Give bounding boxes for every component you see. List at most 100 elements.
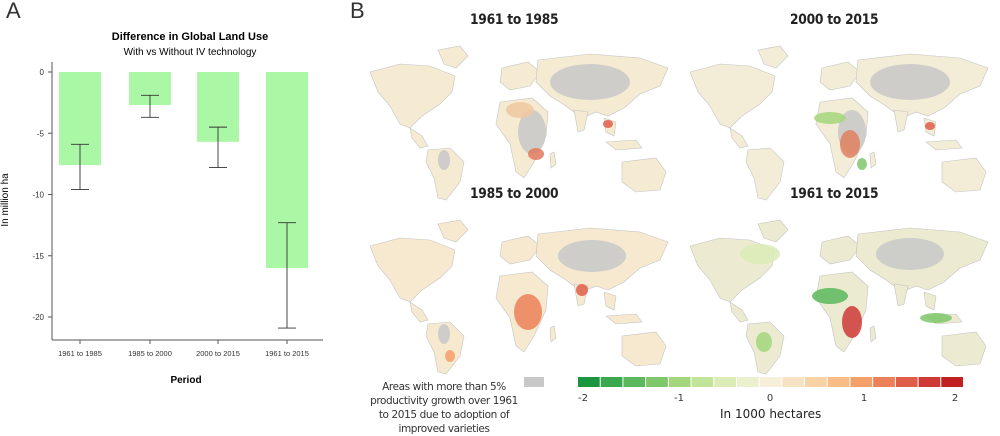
map-hotspot	[740, 244, 780, 264]
map-hotspot	[550, 64, 630, 100]
map-hotspot	[814, 112, 846, 124]
map-region	[369, 237, 456, 303]
map-region	[729, 127, 749, 149]
legend-color-cell	[600, 377, 623, 387]
map-hotspot	[756, 332, 772, 352]
map-region	[819, 235, 861, 265]
legend-tick-label: 1	[861, 393, 867, 404]
map-region	[605, 313, 643, 325]
map-region	[425, 321, 465, 375]
x-tick-label: 2000 to 2015	[196, 349, 240, 358]
y-tick-label: -5	[37, 129, 45, 138]
y-axis-label: In million ha	[0, 173, 11, 227]
map-hotspot	[506, 102, 534, 118]
world-map	[369, 219, 669, 375]
legend-gray-swatch	[524, 377, 544, 387]
map-hotspot	[576, 284, 588, 296]
map-region	[499, 235, 541, 265]
legend-color-cell	[668, 377, 691, 387]
x-axis-label: Period	[170, 375, 201, 386]
y-tick-label: -10	[32, 191, 44, 200]
map-region	[549, 151, 557, 169]
panel-a-label: A	[6, 0, 21, 23]
y-tick-label: -20	[32, 313, 44, 322]
chart-subtitle: With vs Without IV technology	[124, 47, 257, 58]
map-hotspot	[925, 122, 935, 130]
legend-color-cell	[578, 377, 600, 387]
map-region	[923, 291, 937, 311]
map-region	[925, 139, 963, 151]
map-region	[409, 127, 429, 149]
map-region	[689, 63, 776, 129]
map-region	[869, 151, 877, 169]
legend-color-cell	[646, 377, 668, 387]
map-region	[819, 61, 861, 91]
world-map	[689, 219, 989, 375]
legend-color-cell	[918, 377, 941, 387]
map-region	[745, 147, 785, 201]
map-region	[869, 325, 877, 343]
legend-note: Areas with more than 5% productivity gro…	[370, 381, 518, 435]
legend-color-cell	[941, 377, 963, 387]
map-title: 2000 to 2015	[790, 12, 879, 28]
world-map	[369, 45, 669, 201]
map-hotspot	[445, 350, 455, 362]
x-tick-label: 1961 to 1985	[58, 349, 102, 358]
map-region	[815, 271, 869, 353]
map-region	[605, 139, 643, 151]
map-hotspot	[920, 313, 952, 323]
legend-tick-label: -1	[674, 393, 684, 404]
legend-color-cell	[782, 377, 805, 387]
map-region	[757, 45, 789, 69]
map-region	[893, 283, 909, 307]
map-region	[941, 331, 987, 367]
map-hotspot	[842, 306, 862, 338]
map-region	[425, 147, 465, 201]
world-map	[689, 45, 989, 201]
chart-title: Difference in Global Land Use	[112, 31, 268, 43]
map-hotspot	[438, 324, 450, 344]
legend-color-cell	[827, 377, 850, 387]
map-region	[409, 301, 429, 323]
map-hotspot	[603, 120, 613, 128]
map-title: 1961 to 2015	[790, 186, 879, 202]
legend-color-cell	[873, 377, 895, 387]
map-region	[573, 109, 589, 133]
legend-color-cell	[736, 377, 759, 387]
map-title: 1961 to 1985	[470, 12, 559, 28]
legend-tick-label: -2	[578, 393, 588, 404]
x-tick-label: 1985 to 2000	[128, 349, 172, 358]
map-hotspot	[558, 240, 626, 272]
map-region	[499, 61, 541, 91]
map-hotspot	[528, 148, 544, 160]
legend-color-cell	[759, 377, 782, 387]
legend-title: In 1000 hectares	[720, 407, 822, 421]
map-hotspot	[518, 110, 546, 154]
chart-marks: 0 -5 -10 -15 -20 1961 to 1985 1985 to 2000 2000…	[32, 68, 308, 358]
map-region	[941, 157, 987, 193]
map-hotspot	[438, 150, 450, 170]
y-tick-label: -15	[32, 252, 44, 261]
map-region	[893, 109, 909, 133]
legend-color-cell	[714, 377, 736, 387]
map-hotspot	[812, 288, 848, 304]
land-use-bar-chart: Difference in Global Land Use With vs Wi…	[0, 31, 323, 386]
map-region	[621, 331, 667, 367]
map-region	[729, 301, 749, 323]
legend-tick-label: 0	[767, 393, 773, 404]
x-tick-label: 1961 to 2015	[265, 349, 309, 358]
map-region	[757, 219, 789, 243]
map-region	[437, 219, 469, 243]
color-scale-legend: -2 -1 0 1 2	[578, 377, 963, 404]
map-region	[549, 325, 557, 343]
legend-color-cell	[691, 377, 714, 387]
panel-b-label: B	[350, 0, 365, 23]
map-hotspot	[876, 238, 944, 270]
map-hotspot	[857, 158, 867, 170]
map-hotspot	[840, 130, 860, 158]
legend-tick-label: 2	[952, 393, 958, 404]
map-hotspot	[870, 64, 950, 100]
y-tick-label: 0	[40, 68, 45, 77]
map-region	[369, 63, 456, 129]
map-region	[621, 157, 667, 193]
